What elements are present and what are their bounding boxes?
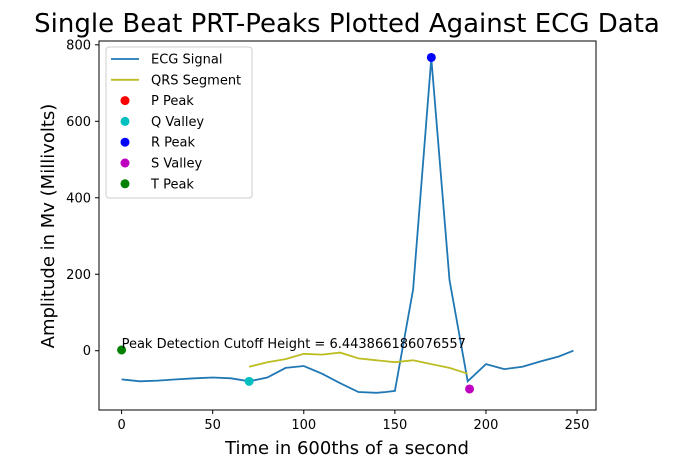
marker-r-peak xyxy=(426,52,436,62)
legend-swatch xyxy=(120,116,130,126)
x-axis-ticks: 0 50 100 150 200 250 xyxy=(117,410,589,433)
y-axis-label: Amplitude in Mv (Millivolts) xyxy=(38,104,59,349)
legend: ECG Signal QRS Segment P Peak Q Valley R Pea… xyxy=(105,46,253,199)
x-tick-label: 150 xyxy=(382,418,407,433)
legend-frame xyxy=(105,46,253,199)
legend-label: ECG Signal xyxy=(151,53,222,68)
legend-label: S Valley xyxy=(151,157,202,172)
legend-label: P Peak xyxy=(151,94,194,109)
legend-label: Q Valley xyxy=(151,115,204,130)
x-axis-label: Time in 600ths of a second xyxy=(224,438,469,459)
y-axis-ticks: 0 200 400 600 800 xyxy=(66,38,99,359)
legend-label: QRS Segment xyxy=(151,73,241,88)
x-tick-label: 50 xyxy=(204,418,221,433)
marker-q-valley xyxy=(244,376,254,386)
x-tick-label: 250 xyxy=(565,418,590,433)
legend-swatch xyxy=(120,96,130,106)
legend-swatch xyxy=(120,137,130,147)
x-tick-label: 100 xyxy=(291,418,316,433)
x-tick-label: 0 xyxy=(117,418,125,433)
legend-label: T Peak xyxy=(150,177,194,192)
y-tick-label: 800 xyxy=(66,38,91,53)
legend-swatch xyxy=(120,158,130,168)
cutoff-annotation: Peak Detection Cutoff Height = 6.4438661… xyxy=(122,337,466,352)
x-tick-label: 200 xyxy=(474,418,499,433)
plot-frame xyxy=(98,40,597,411)
legend-swatch xyxy=(120,179,130,189)
legend-label: R Peak xyxy=(151,136,196,151)
y-tick-label: 0 xyxy=(83,344,91,359)
plot-area xyxy=(117,52,574,394)
marker-t-peak xyxy=(117,345,127,355)
marker-s-valley xyxy=(465,384,475,394)
y-tick-label: 200 xyxy=(66,268,91,283)
y-tick-label: 600 xyxy=(66,115,91,130)
series-line-ecg-signal xyxy=(121,58,574,394)
y-tick-label: 400 xyxy=(66,191,91,206)
series-line-qrs-segment xyxy=(248,351,468,375)
chart-title: Single Beat PRT-Peaks Plotted Against EC… xyxy=(34,9,660,39)
